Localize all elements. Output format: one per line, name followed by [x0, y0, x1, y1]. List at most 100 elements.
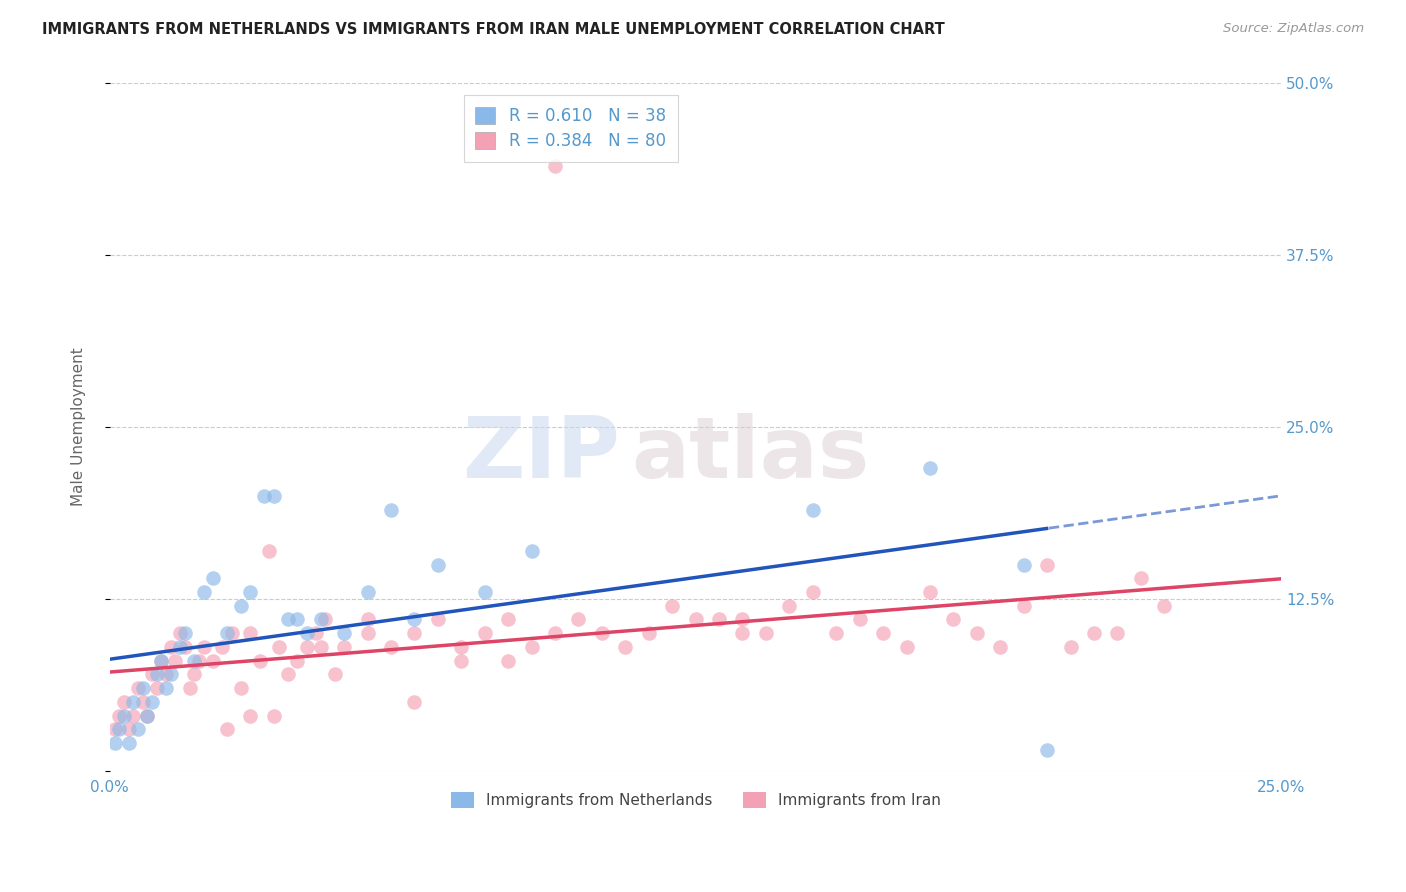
- Point: [229, 599, 252, 613]
- Point: [685, 612, 707, 626]
- Point: [141, 667, 163, 681]
- Point: [966, 626, 988, 640]
- Point: [567, 612, 589, 626]
- Point: [136, 708, 159, 723]
- Point: [426, 558, 449, 572]
- Text: Source: ZipAtlas.com: Source: ZipAtlas.com: [1223, 22, 1364, 36]
- Point: [122, 695, 145, 709]
- Point: [173, 626, 195, 640]
- Point: [918, 585, 941, 599]
- Point: [239, 585, 262, 599]
- Point: [520, 640, 543, 654]
- Point: [1129, 571, 1152, 585]
- Point: [1036, 558, 1059, 572]
- Point: [112, 708, 135, 723]
- Point: [380, 502, 402, 516]
- Point: [155, 667, 177, 681]
- Point: [145, 667, 167, 681]
- Point: [1036, 743, 1059, 757]
- Point: [201, 571, 224, 585]
- Point: [426, 612, 449, 626]
- Point: [117, 736, 139, 750]
- Point: [544, 159, 567, 173]
- Point: [450, 640, 472, 654]
- Point: [145, 681, 167, 696]
- Point: [103, 736, 125, 750]
- Point: [404, 612, 426, 626]
- Point: [637, 626, 659, 640]
- Point: [496, 654, 519, 668]
- Point: [1107, 626, 1129, 640]
- Point: [215, 626, 238, 640]
- Point: [239, 708, 262, 723]
- Point: [187, 654, 209, 668]
- Text: atlas: atlas: [631, 413, 869, 496]
- Point: [263, 489, 285, 503]
- Point: [356, 585, 378, 599]
- Point: [155, 681, 177, 696]
- Point: [918, 461, 941, 475]
- Point: [131, 695, 153, 709]
- Point: [544, 626, 567, 640]
- Point: [1012, 599, 1035, 613]
- Point: [285, 612, 308, 626]
- Point: [333, 626, 356, 640]
- Point: [108, 723, 131, 737]
- Point: [277, 667, 299, 681]
- Point: [267, 640, 290, 654]
- Point: [1012, 558, 1035, 572]
- Point: [1083, 626, 1105, 640]
- Point: [356, 626, 378, 640]
- Point: [942, 612, 965, 626]
- Point: [136, 708, 159, 723]
- Point: [496, 612, 519, 626]
- Point: [1059, 640, 1081, 654]
- Point: [380, 640, 402, 654]
- Point: [215, 723, 238, 737]
- Point: [825, 626, 848, 640]
- Point: [314, 612, 336, 626]
- Point: [872, 626, 894, 640]
- Point: [263, 708, 285, 723]
- Point: [169, 640, 191, 654]
- Point: [201, 654, 224, 668]
- Point: [450, 654, 472, 668]
- Point: [277, 612, 299, 626]
- Point: [474, 585, 496, 599]
- Point: [150, 654, 173, 668]
- Point: [173, 640, 195, 654]
- Point: [131, 681, 153, 696]
- Point: [778, 599, 800, 613]
- Point: [614, 640, 637, 654]
- Point: [661, 599, 683, 613]
- Point: [801, 585, 824, 599]
- Point: [150, 654, 173, 668]
- Point: [404, 695, 426, 709]
- Point: [193, 640, 215, 654]
- Point: [707, 612, 730, 626]
- Point: [112, 695, 135, 709]
- Text: ZIP: ZIP: [461, 413, 620, 496]
- Point: [848, 612, 870, 626]
- Point: [159, 667, 181, 681]
- Point: [896, 640, 918, 654]
- Point: [988, 640, 1011, 654]
- Point: [169, 626, 191, 640]
- Point: [801, 502, 824, 516]
- Point: [183, 667, 205, 681]
- Point: [309, 640, 332, 654]
- Y-axis label: Male Unemployment: Male Unemployment: [72, 348, 86, 507]
- Point: [404, 626, 426, 640]
- Point: [229, 681, 252, 696]
- Point: [122, 708, 145, 723]
- Point: [193, 585, 215, 599]
- Point: [333, 640, 356, 654]
- Point: [249, 654, 271, 668]
- Point: [731, 612, 754, 626]
- Point: [755, 626, 778, 640]
- Text: IMMIGRANTS FROM NETHERLANDS VS IMMIGRANTS FROM IRAN MALE UNEMPLOYMENT CORRELATIO: IMMIGRANTS FROM NETHERLANDS VS IMMIGRANT…: [42, 22, 945, 37]
- Point: [103, 723, 125, 737]
- Point: [309, 612, 332, 626]
- Point: [183, 654, 205, 668]
- Point: [253, 489, 276, 503]
